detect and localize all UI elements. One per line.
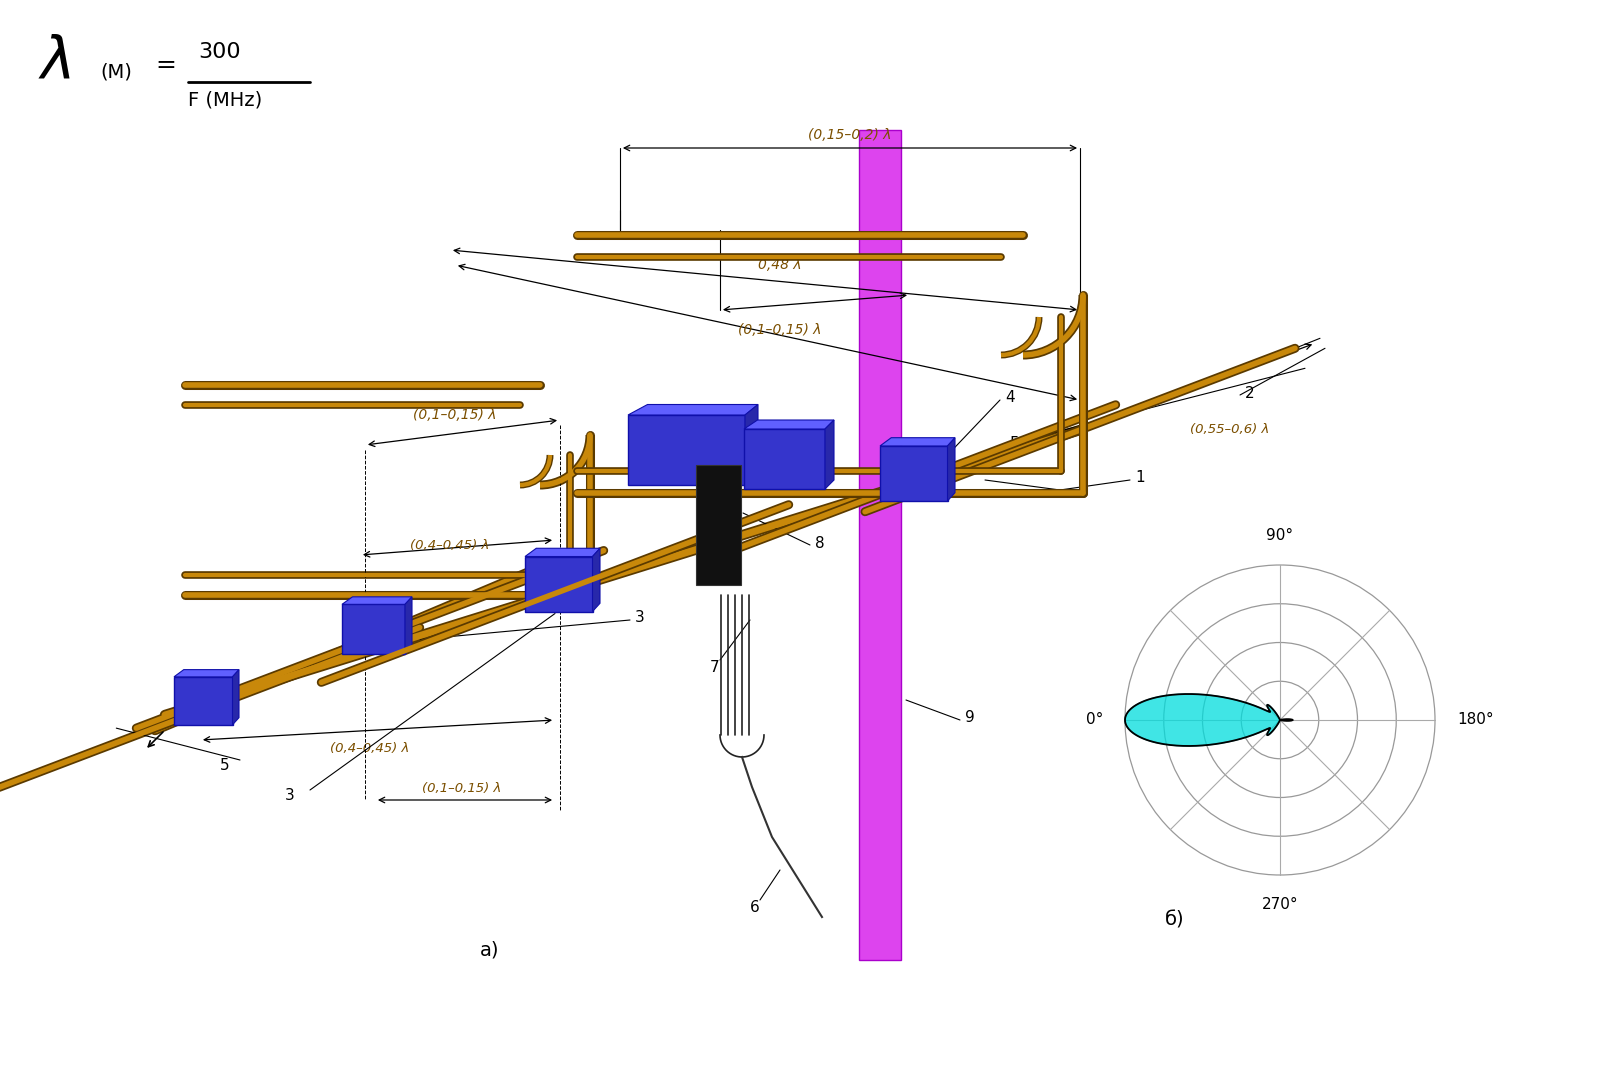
Polygon shape bbox=[744, 429, 826, 489]
Polygon shape bbox=[696, 465, 741, 585]
Polygon shape bbox=[826, 420, 834, 489]
Text: 7: 7 bbox=[710, 661, 720, 676]
Text: 3: 3 bbox=[635, 611, 645, 626]
Polygon shape bbox=[592, 548, 600, 612]
Polygon shape bbox=[174, 669, 238, 677]
Text: 9: 9 bbox=[965, 711, 974, 726]
Text: 4: 4 bbox=[1005, 389, 1014, 404]
Text: 8: 8 bbox=[814, 535, 824, 550]
Text: (0,1–0,15) λ: (0,1–0,15) λ bbox=[413, 408, 496, 422]
Polygon shape bbox=[232, 669, 238, 725]
Text: а): а) bbox=[480, 940, 499, 959]
Polygon shape bbox=[744, 420, 834, 429]
Polygon shape bbox=[880, 438, 955, 446]
Polygon shape bbox=[342, 604, 405, 655]
Text: (0,1–0,15) λ: (0,1–0,15) λ bbox=[422, 782, 502, 795]
Text: 5: 5 bbox=[1010, 436, 1019, 451]
Text: 3: 3 bbox=[285, 788, 294, 803]
Text: 0°: 0° bbox=[1086, 712, 1102, 727]
Polygon shape bbox=[880, 446, 947, 501]
Text: (0,1–0,15) λ: (0,1–0,15) λ bbox=[738, 323, 822, 337]
Text: =: = bbox=[155, 53, 176, 77]
Text: 270°: 270° bbox=[1262, 897, 1298, 912]
Polygon shape bbox=[405, 597, 413, 655]
Polygon shape bbox=[859, 130, 901, 960]
Polygon shape bbox=[525, 548, 600, 556]
Polygon shape bbox=[627, 415, 746, 485]
Text: 300: 300 bbox=[198, 42, 240, 62]
Polygon shape bbox=[174, 677, 232, 725]
Text: (0,4–0,45) λ: (0,4–0,45) λ bbox=[410, 538, 490, 551]
Text: 180°: 180° bbox=[1458, 712, 1494, 727]
Text: (0,4–0,45) λ: (0,4–0,45) λ bbox=[330, 742, 410, 755]
Text: 90°: 90° bbox=[1267, 528, 1293, 543]
Text: (0,55–0,6) λ: (0,55–0,6) λ bbox=[1190, 423, 1269, 436]
Text: (M): (M) bbox=[99, 63, 131, 81]
Text: 2: 2 bbox=[1245, 386, 1254, 401]
Polygon shape bbox=[746, 404, 758, 485]
Text: 0,48 λ: 0,48 λ bbox=[758, 258, 802, 272]
Text: б): б) bbox=[1165, 910, 1186, 930]
Polygon shape bbox=[947, 438, 955, 501]
Text: (0,15–0,2) λ: (0,15–0,2) λ bbox=[808, 128, 891, 142]
Polygon shape bbox=[1125, 694, 1280, 746]
Text: $\lambda$: $\lambda$ bbox=[38, 33, 70, 91]
Polygon shape bbox=[525, 556, 592, 612]
Text: 6: 6 bbox=[750, 901, 760, 916]
Polygon shape bbox=[342, 597, 413, 604]
Text: 1: 1 bbox=[1134, 470, 1144, 485]
Polygon shape bbox=[627, 404, 758, 415]
Text: 5: 5 bbox=[221, 758, 230, 773]
Text: F (MHz): F (MHz) bbox=[189, 91, 262, 110]
